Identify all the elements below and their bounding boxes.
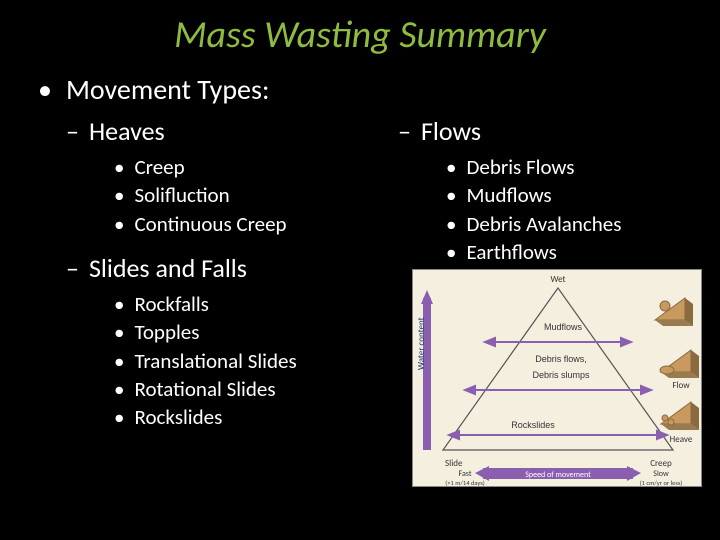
- wedge-label-flow: Flow: [672, 380, 690, 391]
- list-item: Rotational Slides: [114, 375, 360, 403]
- list-item: Creep: [114, 153, 360, 181]
- bottom-axis-slow-sub: (1 cm/yr or less): [640, 479, 683, 487]
- list-item: Debris Flows: [446, 153, 692, 181]
- subheading-flows: Flows: [398, 115, 692, 147]
- diagram-label: Debris flows,: [535, 354, 587, 364]
- slide-title: Mass Wasting Summary: [28, 12, 692, 58]
- heading-movement-types: Movement Types:: [38, 72, 692, 107]
- left-axis-label: Water content: [416, 317, 427, 370]
- bottom-axis-slow: Slow: [653, 469, 669, 479]
- slide-container: Mass Wasting Summary Movement Types: Hea…: [0, 0, 720, 540]
- diagram-label: Debris slumps: [532, 370, 590, 380]
- diagram-triangle: [443, 288, 673, 450]
- list-item: Debris Avalanches: [446, 210, 692, 238]
- left-column: Heaves Creep Solifluction Continuous Cre…: [28, 115, 360, 446]
- bottom-axis-label: Speed of movement: [525, 470, 591, 480]
- list-item: Rockslides: [114, 403, 360, 431]
- subheading-heaves: Heaves: [66, 115, 360, 147]
- list-item: Rockfalls: [114, 290, 360, 318]
- wedge-label-heave: Heave: [670, 434, 693, 445]
- flows-list: Debris Flows Mudflows Debris Avalanches …: [446, 153, 692, 266]
- diagram-label: Mudflows: [544, 322, 583, 332]
- list-item: Earthflows: [446, 238, 692, 266]
- heaves-list: Creep Solifluction Continuous Creep: [114, 153, 360, 238]
- bottom-axis-fast: Fast: [458, 469, 471, 479]
- subheading-slides-falls: Slides and Falls: [66, 252, 360, 284]
- content-columns: Heaves Creep Solifluction Continuous Cre…: [28, 115, 692, 446]
- apex-label: Wet: [550, 274, 565, 285]
- diagram-label: Rockslides: [511, 420, 555, 430]
- bottom-axis-fast-sub: (>1 m/14 days): [445, 479, 485, 487]
- bottom-label-slide: Slide: [445, 458, 463, 469]
- slides-list: Rockfalls Topples Translational Slides R…: [114, 290, 360, 432]
- diagram-svg: Water content Wet Mu: [413, 270, 703, 488]
- bottom-label-creep: Creep: [650, 458, 672, 469]
- list-item: Solifluction: [114, 181, 360, 209]
- classification-diagram: Water content Wet Mu: [412, 269, 702, 487]
- list-item: Translational Slides: [114, 347, 360, 375]
- list-item: Topples: [114, 318, 360, 346]
- left-axis: Water content: [416, 290, 433, 450]
- right-column: Flows Debris Flows Mudflows Debris Avala…: [360, 115, 692, 446]
- list-item: Continuous Creep: [114, 210, 360, 238]
- wedge-thumbnails: Flow Heave: [655, 298, 699, 445]
- list-item: Mudflows: [446, 181, 692, 209]
- bottom-axis: Speed of movement Fast (>1 m/14 days) Sl…: [445, 466, 682, 487]
